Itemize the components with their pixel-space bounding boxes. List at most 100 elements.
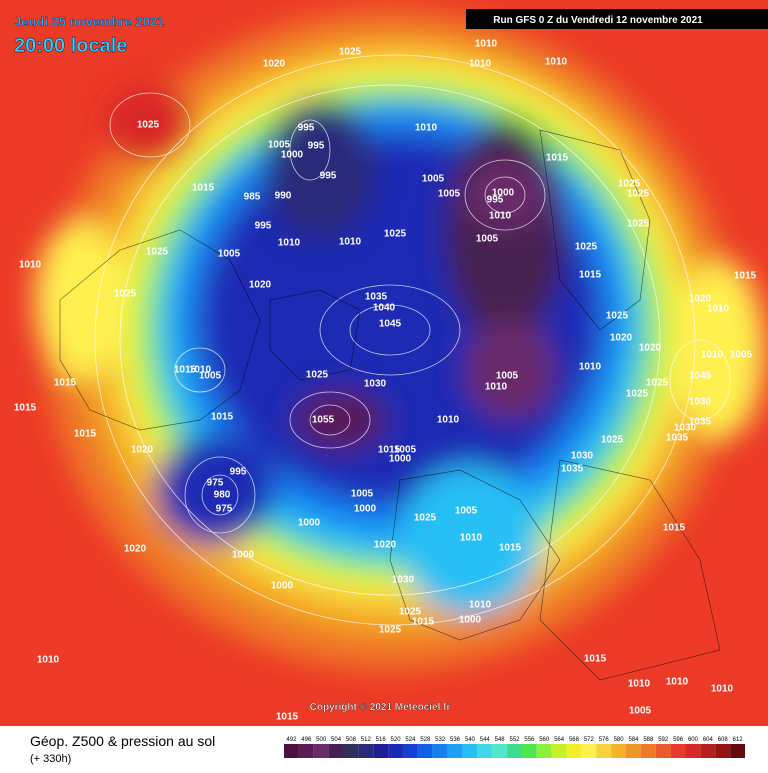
scale-label: 604 — [703, 737, 714, 743]
isobar-label: 1015 — [499, 543, 522, 554]
isobar-label: 995 — [487, 195, 504, 206]
scale-label: 576 — [599, 737, 610, 743]
scale-label: 580 — [614, 737, 625, 743]
isobar-label: 1010 — [278, 238, 301, 249]
isobar-label: 1010 — [37, 655, 60, 666]
isobar-label: 1005 — [629, 706, 652, 717]
scale-swatch — [298, 744, 314, 758]
scale-swatch — [551, 744, 567, 758]
footer-title: Géop. Z500 & pression au sol — [30, 733, 215, 749]
scale-label: 608 — [718, 737, 729, 743]
isobar-label: 1010 — [415, 123, 438, 134]
scale-label: 512 — [361, 737, 372, 743]
isobar-label: 1030 — [674, 423, 697, 434]
isobar-label: 1020 — [689, 294, 712, 305]
isobar-label: 1015 — [734, 271, 757, 282]
isobar-label: 1020 — [263, 59, 286, 70]
isobar-label: 995 — [308, 141, 325, 152]
isobar-label: 1000 — [232, 550, 255, 561]
isobar-label: 1020 — [374, 540, 397, 551]
scale-swatch — [313, 744, 329, 758]
scale-label: 548 — [495, 737, 506, 743]
isobar-label: 1010 — [469, 59, 492, 70]
scale-label: 600 — [688, 737, 699, 743]
scale-swatch — [596, 744, 612, 758]
isobar-label: 975 — [207, 478, 224, 489]
date: Jeudi 25 novembre 2021 — [14, 14, 164, 29]
isobar-label: 980 — [214, 490, 231, 501]
isobar-label: 1015 — [584, 654, 607, 665]
isobar-label: 1005 — [218, 249, 241, 260]
isobar-label: 1025 — [414, 513, 437, 524]
isobar-label: 1015 — [378, 445, 401, 456]
color-scale: 492 496 500 504 508 512 516 520 524 528 532 536 540 5… — [284, 737, 745, 758]
isobar-label: 1030 — [689, 397, 712, 408]
scale-swatch — [432, 744, 448, 758]
isobar-label: 995 — [255, 221, 272, 232]
isobar-label: 1010 — [666, 677, 689, 688]
scale-label: 560 — [539, 737, 550, 743]
isobar-label: 1015 — [174, 365, 197, 376]
isobar-label: 1000 — [492, 188, 515, 199]
isobar-label: 1025 — [339, 47, 362, 58]
isobar-label: 995 — [298, 123, 315, 134]
isobar-label: 1035 — [666, 433, 689, 444]
isobar-label: 1020 — [249, 280, 272, 291]
scale-label: 612 — [733, 737, 744, 743]
scale-label: 568 — [569, 737, 580, 743]
isobar-label: 1000 — [298, 518, 321, 529]
isobar-label: 1030 — [364, 379, 387, 390]
isobar-label: 1030 — [571, 451, 594, 462]
isobar-label: 1005 — [730, 350, 753, 361]
isobar-label: 985 — [244, 192, 261, 203]
isobar-label: 1020 — [124, 544, 147, 555]
scale-swatch — [670, 744, 686, 758]
scale-swatch — [492, 744, 508, 758]
scale-swatch — [581, 744, 597, 758]
isobar-label: 1010 — [485, 382, 508, 393]
isobar-label: 1020 — [131, 445, 154, 456]
isobar-label: 1000 — [271, 581, 294, 592]
isobar-label: 1025 — [627, 219, 650, 230]
scale-swatch — [685, 744, 701, 758]
isobar-label: 1030 — [392, 575, 415, 586]
isobar-label: 1025 — [306, 370, 329, 381]
isobar-label: 1015 — [14, 403, 37, 414]
isobar-label: 1025 — [646, 378, 669, 389]
isobar-label: 1025 — [618, 179, 641, 190]
isobar-label: 995 — [320, 171, 337, 182]
isobar-label: 1010 — [19, 260, 42, 271]
isobar-label: 1025 — [601, 435, 624, 446]
isobar-label: 1010 — [628, 679, 651, 690]
isobar-label: 1020 — [639, 343, 662, 354]
isobar-label: 995 — [230, 467, 247, 478]
isobar-label: 1025 — [399, 607, 422, 618]
isobar-label: 1025 — [146, 247, 169, 258]
isobar-label: 1010 — [475, 39, 498, 50]
scale-swatch — [477, 744, 493, 758]
scale-swatch — [626, 744, 641, 758]
scale-label: 536 — [450, 737, 461, 743]
isobar-label: 1000 — [354, 504, 377, 515]
run-box — [466, 9, 768, 29]
isobar-label: 1035 — [561, 464, 584, 475]
scale-swatch — [388, 744, 403, 758]
scale-swatch — [521, 744, 537, 758]
isobar-label: 1015 — [211, 412, 234, 423]
scale-swatch — [417, 744, 433, 758]
scale-label: 592 — [658, 737, 669, 743]
scale-swatch — [566, 744, 582, 758]
isobar-label: 975 — [216, 504, 233, 515]
scale-label: 556 — [524, 737, 535, 743]
scale-swatch — [640, 744, 656, 758]
isobar-label: 1010 — [460, 533, 483, 544]
scale-swatch — [358, 744, 374, 758]
scale-swatch — [507, 744, 522, 758]
isobar-label: 1015 — [412, 617, 435, 628]
isobar-label: 1015 — [663, 523, 686, 534]
isobar-label: 1005 — [268, 140, 291, 151]
scale-label: 596 — [673, 737, 684, 743]
isobar-label: 1010 — [711, 684, 734, 695]
isobar-label: 1000 — [459, 615, 482, 626]
isobar-label: 990 — [275, 191, 292, 202]
